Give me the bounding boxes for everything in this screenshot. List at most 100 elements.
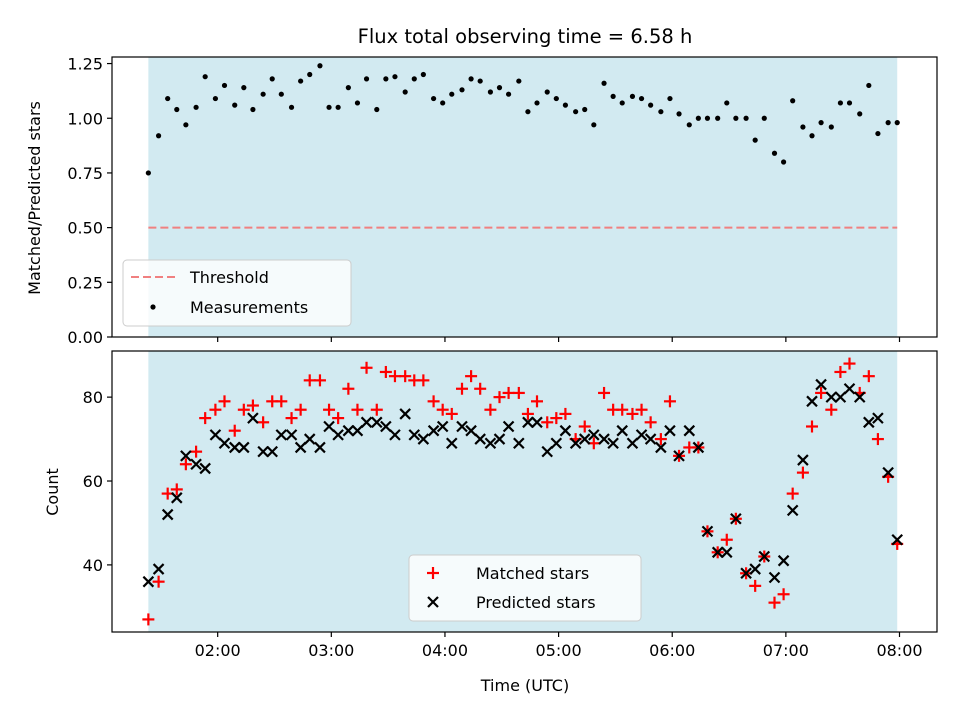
predicted-star-point — [427, 424, 440, 437]
matched-star-point — [493, 391, 506, 404]
measurement-point — [790, 98, 796, 104]
measurement-point — [733, 115, 739, 121]
matched-star-point — [720, 533, 733, 546]
measurement-point — [155, 133, 162, 139]
x-tick-label: 08:00 — [876, 641, 922, 660]
matched-star-point — [179, 458, 192, 471]
predicted-star-point — [834, 391, 847, 403]
matched-star-point — [218, 395, 231, 408]
matched-star-point — [521, 407, 534, 420]
measurement-point — [317, 63, 323, 69]
measurement-point — [505, 91, 512, 97]
measurement-point — [430, 95, 437, 102]
y-tick-label: 40 — [83, 556, 103, 575]
predicted-star-point — [161, 508, 174, 521]
measurement-point — [165, 95, 171, 102]
measurement-point — [857, 111, 863, 117]
measurement-point — [534, 100, 540, 106]
measurement-point — [307, 71, 313, 78]
measurement-point — [354, 100, 361, 106]
predicted-star-point — [730, 512, 742, 525]
x-tick-label: 07:00 — [763, 641, 809, 660]
measurement-point — [374, 106, 380, 113]
y-tick-label: 0.75 — [67, 164, 103, 183]
measurement-point — [743, 115, 749, 121]
chart-title: Flux total observing time = 6.58 h — [358, 25, 693, 48]
matched-star-point — [786, 487, 799, 500]
predicted-star-point — [399, 408, 411, 420]
measurement-point — [562, 102, 569, 108]
count-y-axis-label: Count — [43, 468, 62, 516]
predicted-star-point — [474, 433, 486, 445]
y-tick-label: 60 — [83, 472, 103, 491]
predicted-star-point — [853, 391, 866, 403]
count-axis-ticks: 40 60 80 02:00 03:00 04:00 05:00 06:00 07:00 08:0… — [83, 388, 923, 660]
predicted-star-point — [513, 437, 525, 450]
measurement-point — [715, 115, 721, 121]
measurement-point — [496, 85, 503, 91]
measurement-point — [591, 122, 597, 128]
count-points — [142, 357, 904, 626]
predicted-star-point — [370, 416, 383, 429]
matched-star-point — [541, 416, 554, 429]
predicted-star-point — [351, 424, 364, 437]
y-tick-label: 0.25 — [67, 273, 103, 292]
matched-star-point — [370, 403, 383, 416]
measurement-point — [420, 71, 426, 78]
predicted-star-point — [238, 441, 250, 454]
legend-matched-label: Matched stars — [476, 564, 589, 583]
predicted-star-point — [228, 441, 241, 454]
count-panel: 40 60 80 02:00 03:00 04:00 05:00 06:00 07:00 08:0… — [43, 350, 938, 695]
predicted-star-point — [701, 525, 714, 538]
measurement-point — [619, 100, 625, 106]
matched-star-point — [796, 466, 809, 479]
matched-star-point — [237, 403, 250, 416]
predicted-star-point — [417, 433, 430, 445]
measurement-point — [221, 82, 228, 89]
predicted-star-point — [531, 416, 543, 429]
matched-star-point — [663, 395, 676, 408]
predicted-star-point — [740, 567, 752, 580]
measurement-point — [516, 78, 522, 84]
measurement-point — [875, 130, 881, 137]
count-legend: Matched stars Predicted stars — [408, 554, 642, 622]
predicted-star-point — [550, 437, 563, 450]
matched-star-point — [323, 403, 336, 416]
predicted-star-point — [882, 466, 894, 479]
predicted-star-point — [797, 454, 809, 466]
measurement-point — [241, 85, 247, 91]
ratio-legend-box — [122, 259, 352, 327]
measurement-point — [260, 91, 266, 97]
measurement-point — [610, 93, 616, 99]
predicted-star-point — [588, 429, 600, 441]
measurement-point — [885, 120, 891, 126]
predicted-star-point — [152, 563, 165, 575]
ratio-legend: Threshold Measurements — [122, 259, 352, 327]
y-tick-label: 1.00 — [67, 109, 103, 128]
predicted-star-point — [644, 433, 657, 445]
predicted-star-point — [720, 546, 733, 559]
measurement-point — [544, 89, 550, 95]
predicted-star-point — [786, 504, 799, 517]
legend-threshold-label: Threshold — [189, 268, 269, 287]
matched-star-point — [342, 382, 355, 395]
matched-star-point — [152, 575, 165, 588]
measurement-point — [837, 100, 844, 106]
predicted-star-point — [303, 433, 316, 445]
matched-star-point — [825, 403, 838, 416]
predicted-star-point — [711, 546, 724, 559]
predicted-star-point — [559, 424, 572, 437]
predicted-star-point — [863, 416, 875, 429]
ratio-y-axis-label: Matched/Predicted stars — [25, 101, 44, 295]
predicted-star-point — [891, 533, 904, 546]
measurement-point — [145, 170, 151, 176]
predicted-star-point — [199, 462, 211, 475]
predicted-star-point — [408, 429, 421, 441]
matched-star-point — [749, 579, 762, 592]
matched-star-point — [445, 407, 458, 420]
predicted-star-point — [380, 420, 392, 433]
matched-star-point — [502, 386, 515, 399]
predicted-star-point — [445, 437, 458, 450]
measurement-point — [658, 109, 664, 115]
predicted-star-point — [777, 554, 790, 567]
